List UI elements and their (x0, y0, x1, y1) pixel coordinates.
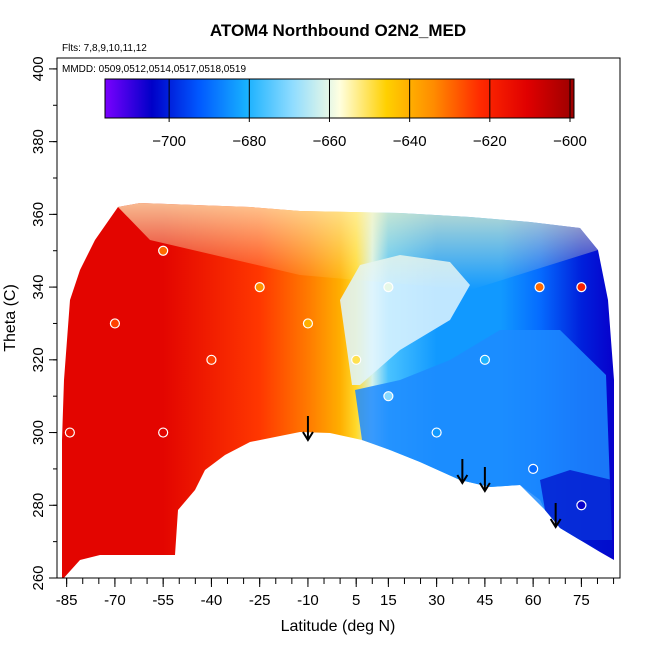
colorbar-tick-label: −640 (393, 133, 427, 150)
sample-point (528, 463, 539, 475)
x-axis-label: Latitude (deg N) (281, 618, 396, 635)
transition-region (340, 255, 470, 385)
x-tick-label: 75 (573, 592, 590, 609)
colorbar: −700 −680 −660 −640 −620 −600 (104, 78, 587, 150)
y-axis: 260 280 300 320 340 360 380 400 (30, 56, 58, 591)
profile-arrow (479, 467, 491, 493)
sample-point (479, 354, 490, 365)
sample-point (534, 281, 545, 293)
profile-arrow (549, 503, 562, 529)
y-tick-label: 360 (30, 202, 47, 227)
x-tick-label: -10 (297, 592, 319, 609)
y-tick-label: 300 (30, 420, 47, 445)
sample-point (254, 281, 265, 293)
colorbar-tick-label: −620 (473, 133, 507, 150)
sample-point (383, 281, 394, 293)
sample-point (158, 427, 169, 438)
x-tick-label: -25 (249, 592, 271, 609)
x-axis: -85 -70 -55 -40 -25 -10 5 15 30 45 60 75 (56, 577, 615, 609)
y-tick-label: 400 (30, 56, 47, 81)
sample-point (351, 354, 362, 365)
sample-point (302, 318, 314, 329)
sample-point (576, 500, 587, 511)
y-tick-label: 320 (30, 347, 47, 372)
y-tick-label: 380 (30, 129, 47, 154)
profile-arrow (456, 459, 469, 485)
sample-point (383, 391, 394, 402)
sample-point (576, 281, 587, 293)
x-tick-label: -40 (201, 592, 223, 609)
dates-note: MMDD: 0509,0512,0514,0517,0518,0519 (62, 64, 246, 75)
colorbar-gradient (104, 78, 575, 119)
x-tick-label: -70 (104, 592, 126, 609)
x-tick-label: 30 (428, 592, 445, 609)
data-field-region (62, 203, 614, 578)
y-tick-label: 260 (30, 565, 47, 590)
x-tick-label: 15 (380, 592, 397, 609)
sample-point (158, 245, 169, 256)
profile-arrow (302, 416, 314, 442)
x-tick-label: -55 (152, 592, 174, 609)
lowest-value-region (540, 470, 612, 556)
x-tick-label: 45 (477, 592, 494, 609)
sample-point (206, 354, 217, 365)
sample-point (64, 427, 75, 438)
y-tick-label: 340 (30, 275, 47, 300)
x-tick-label: -85 (56, 592, 78, 609)
colorbar-tick-label: −660 (313, 133, 347, 150)
data-field (62, 203, 614, 578)
colorbar-tick-label: −680 (232, 133, 266, 150)
colorbar-tick-label: −700 (152, 133, 186, 150)
sample-point (431, 427, 442, 438)
sample-point (109, 318, 121, 329)
x-tick-label: 60 (525, 592, 542, 609)
chart-title: ATOM4 Northbound O2N2_MED (210, 21, 466, 40)
flights-note: Flts: 7,8,9,10,11,12 (62, 43, 147, 54)
colorbar-tick-label: −600 (553, 133, 587, 150)
y-tick-label: 280 (30, 493, 47, 518)
upper-cap-region (118, 203, 598, 290)
x-tick-label: 5 (352, 592, 360, 609)
profile-arrows (302, 416, 562, 529)
y-axis-label: Theta (C) (2, 284, 19, 352)
